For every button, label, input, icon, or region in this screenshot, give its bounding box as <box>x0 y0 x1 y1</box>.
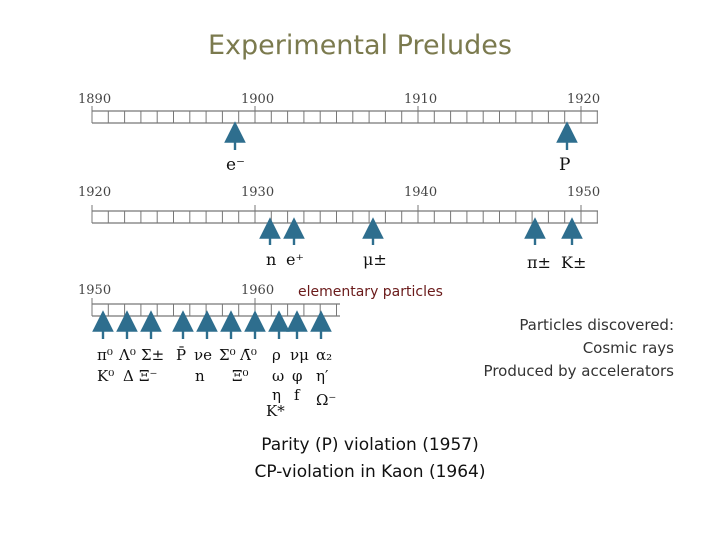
slide-title: Experimental Preludes <box>208 30 512 61</box>
particle-eta: η <box>272 386 281 404</box>
parity-violation: Parity (P) violation (1957) <box>261 435 479 455</box>
particle-omega-minus: Ω⁻ <box>316 391 336 409</box>
particle-eta-prime: η′ <box>316 367 329 385</box>
particle-f: f <box>294 386 301 404</box>
cp-violation: CP-violation in Kaon (1964) <box>254 462 486 482</box>
legend-cosmic-rays: Cosmic rays <box>582 339 674 357</box>
year-label: 1950 <box>78 283 111 298</box>
particle-a2: α₂ <box>316 346 332 364</box>
year-label: 1900 <box>241 92 274 107</box>
particle-nu-e: νe <box>194 346 212 364</box>
year-label: 1910 <box>404 92 437 107</box>
year-label: 1930 <box>241 185 274 200</box>
particle-kaon: K± <box>561 253 586 272</box>
particle-antineutron: n <box>195 367 205 385</box>
particle-sigma0: Σ⁰ <box>219 346 236 364</box>
particle-omega: ω <box>272 367 284 385</box>
particle-rho: ρ <box>272 346 281 364</box>
particle-xi0: Ξ⁰ <box>232 367 249 385</box>
particle-delta: Δ <box>123 367 134 385</box>
particle-muon: μ± <box>363 250 387 269</box>
particle-proton: P <box>559 155 570 175</box>
year-label: 1920 <box>567 92 600 107</box>
particle-k0: K⁰ <box>97 367 114 385</box>
timeline-1920-1950: 1920 1930 1940 1950 <box>78 185 600 224</box>
particle-positron: e⁺ <box>286 250 304 269</box>
particle-neutron: n <box>266 250 276 269</box>
legend-heading: Particles discovered: <box>519 316 674 334</box>
year-label: 1890 <box>78 92 111 107</box>
particle-sigma-pm: Σ± <box>141 346 164 364</box>
year-label: 1960 <box>241 283 274 298</box>
particle-lambda0: Λ⁰ <box>118 346 136 364</box>
particle-pi0: π⁰ <box>97 346 113 364</box>
particle-xi-minus: Ξ⁻ <box>139 367 157 385</box>
particle-pion: π± <box>527 253 551 272</box>
violations-note: Parity (P) violation (1957) CP-violation… <box>210 432 530 486</box>
year-label: 1950 <box>567 185 600 200</box>
particle-antiproton: P̄ <box>176 346 186 364</box>
legend-accelerators: Produced by accelerators <box>483 362 674 380</box>
particle-k-star: K* <box>266 402 285 420</box>
year-label: 1940 <box>404 185 437 200</box>
timeline-1890-1920: 1890 1900 1910 1920 <box>78 92 600 124</box>
particle-electron: e⁻ <box>226 155 245 175</box>
year-label: 1920 <box>78 185 111 200</box>
particle-nu-mu: νμ <box>290 346 309 364</box>
elementary-particles-label: elementary particles <box>296 284 445 300</box>
legend: Particles discovered: Cosmic rays Produc… <box>484 314 674 383</box>
particle-phi: φ <box>292 367 303 385</box>
particle-antilambda0: Λ̄⁰ <box>239 346 257 364</box>
